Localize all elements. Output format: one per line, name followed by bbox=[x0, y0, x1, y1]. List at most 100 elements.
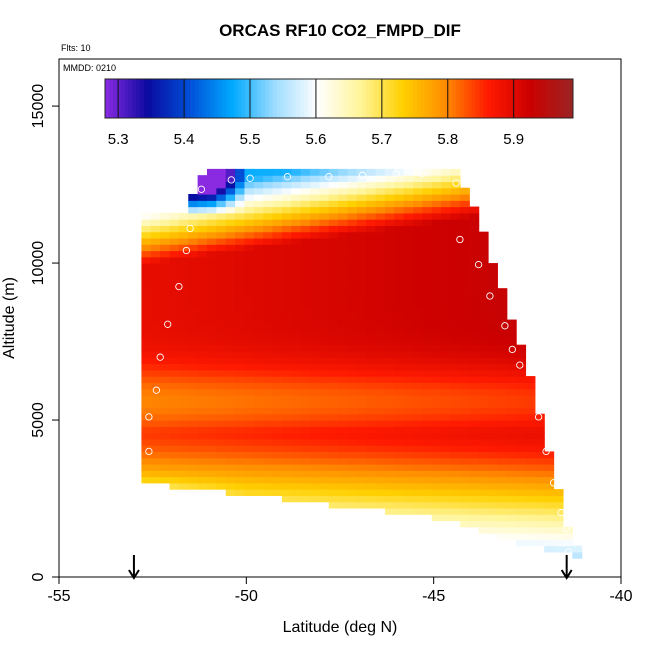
heatmap-cell bbox=[319, 495, 330, 503]
colorbar-swatch bbox=[354, 79, 359, 118]
heatmap-cell bbox=[338, 451, 349, 459]
heatmap-cell bbox=[422, 350, 433, 358]
flight-point bbox=[145, 447, 153, 456]
heatmap-cell bbox=[403, 350, 414, 358]
flight-point bbox=[186, 224, 194, 233]
heatmap-cell bbox=[291, 212, 302, 220]
heatmap-cell bbox=[487, 376, 498, 383]
heatmap-cell bbox=[253, 263, 264, 270]
heatmap-cell bbox=[253, 294, 264, 302]
heatmap-cell bbox=[178, 463, 189, 471]
heatmap-cell bbox=[338, 193, 349, 201]
colorbar-swatch bbox=[222, 79, 227, 118]
heatmap-cell bbox=[478, 300, 489, 308]
heatmap-cell bbox=[394, 244, 405, 252]
heatmap-cell bbox=[160, 445, 171, 453]
heatmap-cell bbox=[441, 175, 452, 183]
heatmap-cell bbox=[356, 376, 367, 383]
heatmap-cell bbox=[197, 476, 208, 484]
heatmap-cell bbox=[403, 344, 414, 352]
heatmap-cell bbox=[169, 401, 180, 409]
heatmap-cell bbox=[413, 407, 424, 415]
colorbar-swatch bbox=[175, 79, 180, 118]
heatmap-cell bbox=[413, 438, 424, 446]
heatmap-cell bbox=[441, 212, 452, 220]
heatmap-cell bbox=[356, 413, 367, 421]
heatmap-cell bbox=[300, 175, 311, 183]
heatmap-cell bbox=[206, 193, 217, 201]
heatmap-cell bbox=[356, 288, 367, 296]
heatmap-cell bbox=[469, 401, 480, 409]
heatmap-cell bbox=[263, 212, 274, 220]
heatmap-cell bbox=[141, 407, 152, 415]
heatmap-cell bbox=[291, 476, 302, 484]
heatmap-cell bbox=[506, 325, 517, 333]
heatmap-cell bbox=[431, 420, 442, 427]
heatmap-cell bbox=[366, 181, 377, 189]
heatmap-cell bbox=[347, 294, 358, 302]
heatmap-cell bbox=[272, 357, 283, 365]
heatmap-cell bbox=[544, 520, 555, 528]
heatmap-cell bbox=[356, 401, 367, 409]
heatmap-cell bbox=[141, 288, 152, 296]
heatmap-cell bbox=[497, 426, 508, 434]
heatmap-cell bbox=[497, 445, 508, 453]
heatmap-cell bbox=[553, 533, 564, 540]
heatmap-cell bbox=[441, 350, 452, 358]
heatmap-cell bbox=[450, 181, 461, 189]
heatmap-cell bbox=[394, 313, 405, 321]
heatmap-cell bbox=[216, 231, 227, 239]
heatmap-cell bbox=[263, 231, 274, 239]
heatmap-cell bbox=[347, 206, 358, 214]
colorbar-swatch bbox=[522, 79, 527, 118]
heatmap-cell bbox=[375, 300, 386, 308]
heatmap-cell bbox=[281, 225, 292, 233]
heatmap-cell bbox=[544, 451, 555, 459]
heatmap-cell bbox=[328, 187, 339, 195]
flight-point bbox=[501, 322, 509, 330]
heatmap-cell bbox=[347, 325, 358, 333]
heatmap-cell bbox=[235, 457, 246, 465]
heatmap-cell bbox=[141, 294, 152, 302]
heatmap-cell bbox=[291, 313, 302, 321]
heatmap-cell bbox=[319, 445, 330, 453]
heatmap-cell bbox=[235, 350, 246, 358]
heatmap-cell bbox=[384, 451, 395, 459]
heatmap-cell bbox=[450, 344, 461, 352]
heatmap-cell bbox=[450, 495, 461, 503]
heatmap-cell bbox=[413, 401, 424, 409]
heatmap-cell bbox=[338, 438, 349, 446]
heatmap-cell bbox=[431, 256, 442, 264]
heatmap-cell bbox=[160, 313, 171, 321]
heatmap-cell bbox=[141, 250, 152, 258]
heatmap-cell bbox=[459, 369, 470, 377]
heatmap-cell bbox=[319, 237, 330, 245]
heatmap-cell bbox=[347, 413, 358, 421]
heatmap-cell bbox=[525, 489, 536, 496]
heatmap-cell bbox=[525, 476, 536, 484]
heatmap-cell bbox=[450, 325, 461, 333]
heatmap-cell bbox=[216, 307, 227, 314]
heatmap-cell bbox=[141, 470, 152, 478]
heatmap-cell bbox=[178, 319, 189, 327]
heatmap-cell bbox=[178, 470, 189, 478]
heatmap-cell bbox=[375, 263, 386, 270]
heatmap-cell bbox=[244, 363, 255, 371]
heatmap-cell bbox=[469, 225, 480, 233]
heatmap-cell bbox=[384, 501, 395, 509]
heatmap-cell bbox=[281, 193, 292, 201]
heatmap-cell bbox=[487, 332, 498, 340]
heatmap-cell bbox=[347, 200, 358, 208]
heatmap-cell bbox=[263, 482, 274, 490]
heatmap-cell bbox=[497, 457, 508, 465]
heatmap-cell bbox=[375, 237, 386, 245]
heatmap-cell bbox=[422, 269, 433, 277]
heatmap-cell bbox=[197, 300, 208, 308]
heatmap-cell bbox=[244, 476, 255, 484]
heatmap-cell bbox=[525, 507, 536, 515]
heatmap-cell bbox=[160, 237, 171, 245]
heatmap-cell bbox=[291, 470, 302, 478]
heatmap-cell bbox=[328, 181, 339, 189]
heatmap-cell bbox=[272, 187, 283, 195]
heatmap-cell bbox=[169, 451, 180, 459]
